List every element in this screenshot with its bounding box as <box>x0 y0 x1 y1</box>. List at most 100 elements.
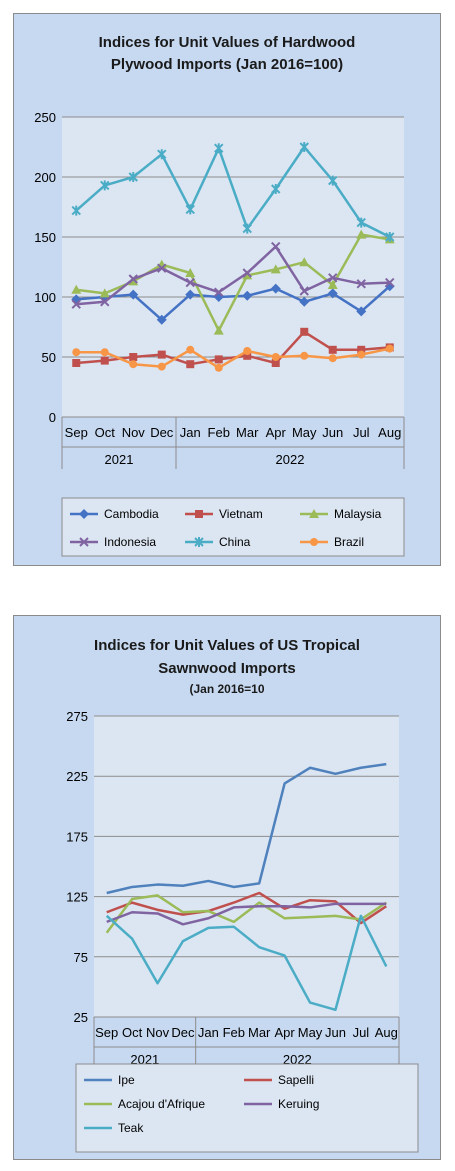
data-point <box>157 263 167 273</box>
data-point <box>186 345 195 354</box>
chart-sawnwood-svg: Indices for Unit Values of US Tropical Sa… <box>14 616 440 1159</box>
series-line-ipe <box>106 762 387 895</box>
legend-marker <box>195 510 203 518</box>
data-point <box>157 362 166 371</box>
data-point <box>185 277 195 288</box>
y-tick-label: 50 <box>42 350 56 365</box>
plot-area <box>62 117 404 417</box>
data-point <box>299 142 309 152</box>
data-point <box>385 277 395 288</box>
data-point <box>71 284 82 294</box>
y-tick-label: 250 <box>34 110 56 125</box>
legend-label: Vietnam <box>219 507 263 521</box>
data-point <box>156 314 167 325</box>
data-point <box>71 205 81 216</box>
data-point <box>72 359 81 367</box>
x-tick-label: Feb <box>223 1025 245 1040</box>
data-point <box>214 355 223 364</box>
series-line-teak <box>105 914 388 1012</box>
x-tick-label: Nov <box>122 425 146 440</box>
y-tick-label: 25 <box>74 1010 88 1025</box>
data-point <box>299 296 310 307</box>
data-point <box>356 306 367 317</box>
x-tick-label: Oct <box>122 1025 143 1040</box>
data-point <box>185 289 196 300</box>
year-group-label: 2022 <box>276 452 305 467</box>
data-point <box>129 360 138 369</box>
x-tick-label: Feb <box>208 425 230 440</box>
x-tick-label: Jul <box>353 425 370 440</box>
legend-label: Keruing <box>278 1097 319 1111</box>
series-line-keruing <box>106 902 387 926</box>
data-point <box>128 274 138 284</box>
y-tick-label: 275 <box>66 709 88 724</box>
year-group-label: 2022 <box>283 1052 312 1067</box>
data-point <box>270 283 281 294</box>
series-line-china <box>75 145 391 239</box>
x-tick-label: Jun <box>325 1025 346 1040</box>
data-point <box>328 175 338 186</box>
x-tick-label: Dec <box>150 425 174 440</box>
data-point <box>242 223 252 234</box>
legend-marker <box>310 538 318 546</box>
data-point <box>214 143 224 154</box>
plot-area <box>94 716 399 1017</box>
data-point <box>300 351 309 360</box>
legend-box <box>75 1063 419 1153</box>
data-point <box>157 149 167 160</box>
data-point <box>157 350 166 359</box>
legend-box <box>61 497 405 557</box>
x-tick-label: Jul <box>353 1025 370 1040</box>
data-point <box>299 257 310 267</box>
data-point <box>327 280 338 289</box>
y-tick-label: 225 <box>66 769 88 784</box>
data-point <box>271 353 280 361</box>
data-point <box>128 276 139 286</box>
x-tick-label: Aug <box>375 1025 398 1040</box>
chart-plywood-svg: Indices for Unit Values of Hardwood Plywo… <box>14 14 440 565</box>
data-point <box>385 232 395 242</box>
x-tick-label: Jan <box>198 1025 219 1040</box>
x-tick-label: Nov <box>146 1025 170 1040</box>
data-point <box>385 344 394 353</box>
series-line-brazil <box>76 347 391 370</box>
data-point <box>356 229 367 239</box>
chart-note: (Jan 2016=10 <box>189 682 264 696</box>
x-tick-label: Sep <box>65 425 88 440</box>
legend-marker <box>309 509 319 518</box>
data-point <box>270 264 281 274</box>
data-point <box>299 286 309 296</box>
data-point <box>328 273 338 283</box>
legend-label: Malaysia <box>334 507 382 521</box>
legend-label: China <box>219 535 251 549</box>
y-tick-label: 175 <box>66 829 88 844</box>
data-point <box>100 348 109 357</box>
chart-subtitle: Sawnwood Imports <box>158 660 296 677</box>
y-tick-label: 150 <box>34 230 56 245</box>
series-line-indonesia <box>76 245 390 306</box>
series-line-vietnam <box>76 330 390 366</box>
chart-title: Indices for Unit Values of US Tropical <box>94 637 360 654</box>
data-point <box>72 348 81 357</box>
chart-subtitle: Plywood Imports (Jan 2016=100) <box>111 56 343 73</box>
legend-marker <box>194 537 204 547</box>
y-tick-label: 125 <box>66 890 88 905</box>
data-point <box>357 350 366 359</box>
data-point <box>213 325 224 335</box>
data-point <box>243 347 252 355</box>
data-point <box>100 297 110 307</box>
data-point <box>271 359 280 367</box>
series-line-cambodia <box>76 285 391 322</box>
data-point <box>185 268 196 277</box>
x-tick-label: Jan <box>180 425 201 440</box>
data-point <box>129 353 138 361</box>
data-point <box>128 289 139 300</box>
data-point <box>300 327 309 336</box>
data-point <box>357 345 366 354</box>
data-point <box>356 217 366 228</box>
x-tick-label: Oct <box>95 425 116 440</box>
data-point <box>327 288 338 299</box>
x-tick-label: Aug <box>378 425 401 440</box>
data-point <box>100 180 110 191</box>
data-point <box>328 345 337 354</box>
